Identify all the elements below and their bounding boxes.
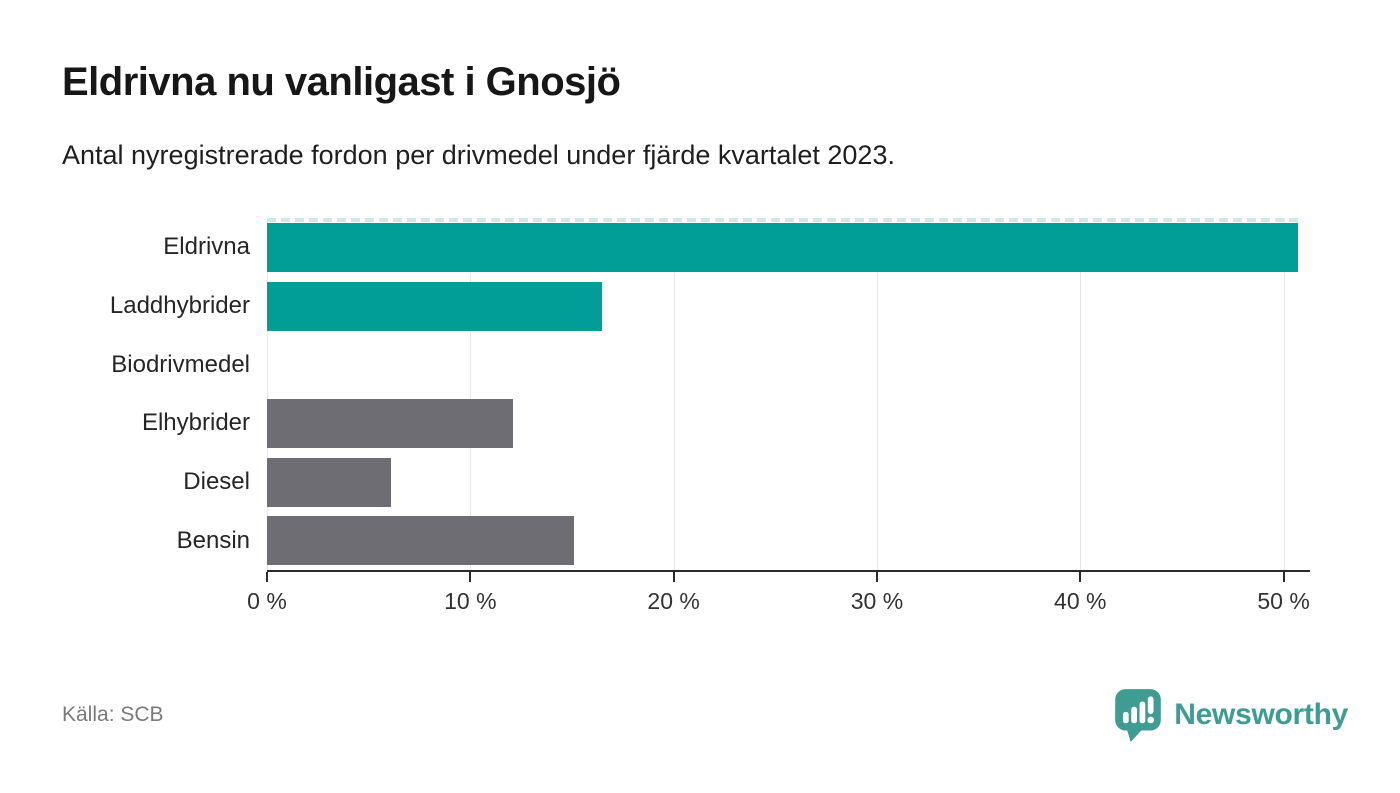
bar-chart: Eldrivna Laddhybrider Biodrivmedel Elhybrid… [62,218,1310,570]
chart-row-eldrivna: Eldrivna [62,218,1310,277]
chart-subtitle: Antal nyregistrerade fordon per drivmede… [62,140,895,170]
bar-elhybrider [267,398,513,448]
gridline-40 [1080,218,1082,570]
gridline-50 [1283,218,1285,570]
category-label: Biodrivmedel [111,350,250,378]
axis-tick-label-0: 0 % [247,588,287,614]
category-label: Laddhybrider [109,292,250,319]
axis-tick-0 [266,572,268,582]
bar-area [267,394,1310,453]
axis-tick-label-10: 10 % [444,588,497,614]
category-label: Eldrivna [163,233,250,261]
bar-area [267,277,1310,336]
axis-tick-label-40: 40 % [1054,588,1107,614]
newsworthy-logo-icon [1113,687,1163,743]
bar-diesel [267,457,392,507]
category-label: Elhybrider [141,409,250,437]
bar-laddhybrider [267,281,603,331]
bar-rows: Eldrivna Laddhybrider Biodrivmedel Elhybrid… [62,218,1310,570]
gridline-20 [673,218,675,570]
axis-tick-label-30: 30 % [850,588,904,614]
axis-tick-50 [1282,572,1285,582]
axis-tick-30 [875,572,878,582]
chart-row-elhybrider: Elhybrider [62,394,1310,453]
source-note: Källa: SCB [62,703,164,726]
footer: Källa: SCB Newsworthy [62,686,1348,744]
gridline-30 [876,218,878,570]
axis-tick-label-50: 50 % [1257,588,1310,614]
gridline-10 [470,218,472,570]
bar-area [267,335,1310,394]
chart-row-bensin: Bensin [62,511,1310,570]
brand-name: Newsworthy [1174,698,1348,731]
bar-bensin [267,516,574,566]
chart-row-biodrivmedel: Biodrivmedel [62,335,1310,394]
overflow-dashes [267,218,1298,222]
x-axis: 0 % 10 % 20 % 30 % 40 % 50 % [247,570,1310,630]
bar-area [267,218,1310,277]
axis-tick-20 [672,572,675,582]
category-label: Bensin [176,526,250,554]
gridlines [267,218,1310,570]
chart-row-laddhybrider: Laddhybrider [62,277,1310,336]
bar-area [267,511,1310,570]
axis-tick-10 [469,572,472,582]
axis-tick-label-20: 20 % [647,588,700,614]
bar-area [267,453,1310,512]
axis-tick-40 [1079,572,1082,582]
newsworthy-brand-link[interactable]: Newsworthy [1113,687,1348,743]
gridline-0 [267,218,268,570]
chart-row-diesel: Diesel [62,453,1310,512]
category-label: Diesel [183,468,250,496]
chart-title: Eldrivna nu vanligast i Gnosjö [62,60,621,104]
bar-eldrivna [267,222,1298,272]
